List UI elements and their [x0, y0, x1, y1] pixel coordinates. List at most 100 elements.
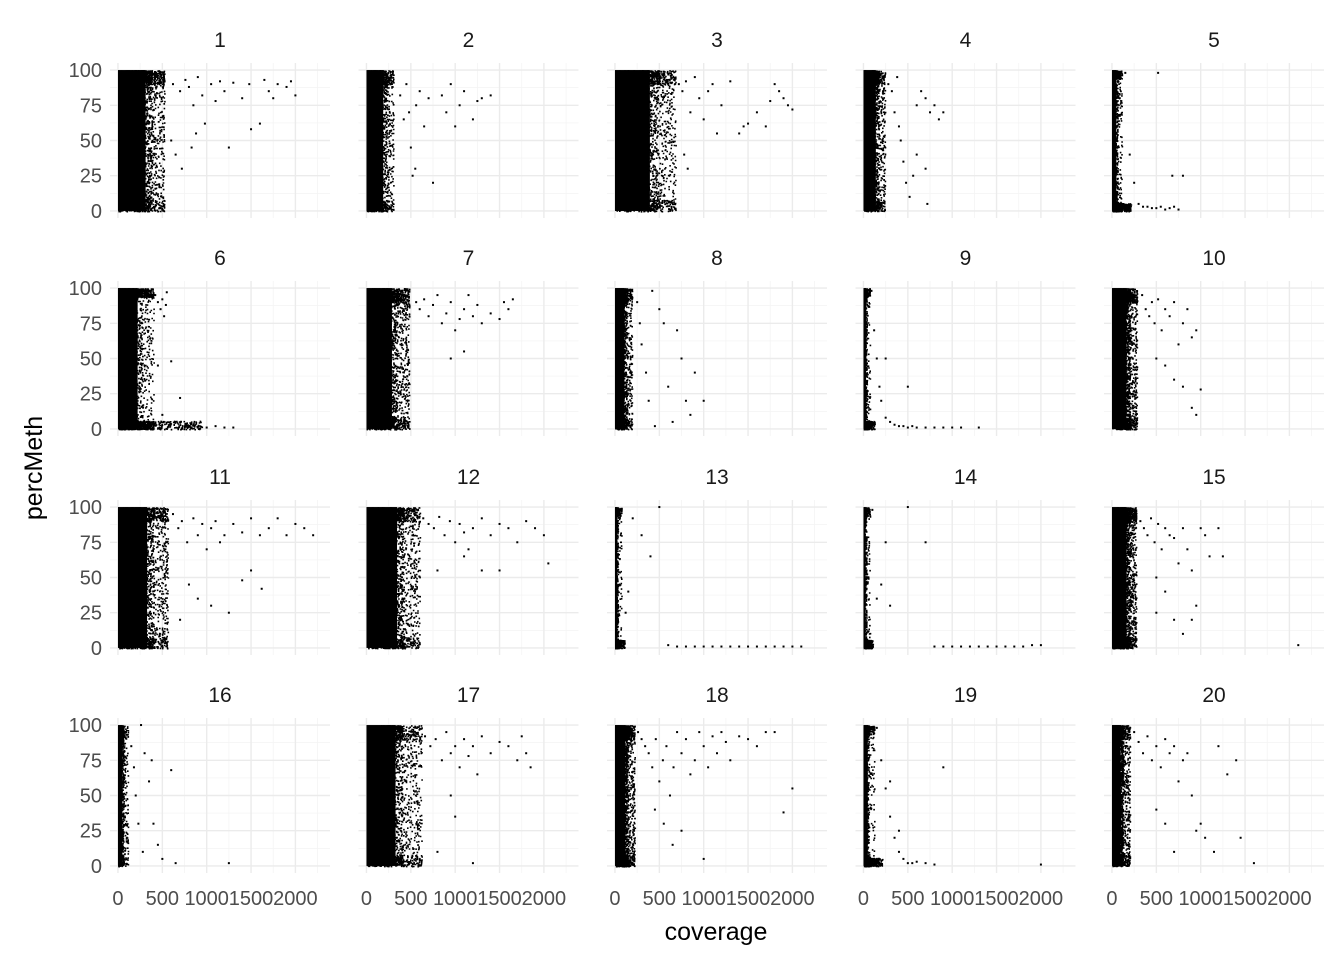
data-point	[890, 90, 893, 93]
data-point	[223, 90, 226, 93]
data-point	[294, 522, 297, 525]
data-point	[942, 766, 945, 769]
data-point	[177, 527, 180, 530]
data-point	[1195, 329, 1198, 332]
data-point	[1235, 759, 1238, 762]
data-point	[1177, 208, 1180, 211]
data-point	[179, 618, 182, 621]
y-tick-label: 0	[91, 856, 102, 878]
data-point	[631, 517, 634, 520]
data-point	[915, 860, 918, 863]
data-point	[471, 118, 474, 121]
data-point-cloud	[118, 70, 166, 213]
data-point	[724, 740, 727, 743]
data-point	[747, 645, 750, 648]
data-point	[942, 111, 945, 114]
data-point	[1186, 308, 1189, 311]
data-point	[689, 413, 692, 416]
data-point	[662, 822, 665, 825]
data-point	[636, 301, 639, 304]
data-point	[534, 527, 537, 530]
data-point	[738, 132, 741, 135]
facet-panel-10: 10	[1104, 247, 1324, 436]
data-point	[897, 829, 900, 832]
data-point	[241, 531, 244, 534]
data-point	[680, 829, 683, 832]
data-point	[192, 517, 195, 520]
data-point	[1221, 555, 1224, 558]
data-point	[671, 420, 674, 423]
data-point	[159, 308, 162, 311]
data-point	[480, 517, 483, 520]
data-point	[1150, 759, 1153, 762]
data-point	[1153, 541, 1156, 544]
facet-panel-1: 1 0 25 50 75 100	[69, 29, 330, 223]
x-tick-label: 1000	[184, 888, 229, 910]
data-point	[427, 97, 430, 100]
data-point	[933, 645, 936, 648]
y-tick-label: 50	[80, 568, 102, 590]
data-point	[201, 94, 204, 97]
x-tick-label: 1000	[433, 888, 478, 910]
data-point-cloud	[615, 507, 626, 650]
data-point	[1159, 766, 1162, 769]
data-point	[880, 759, 883, 762]
data-point	[1226, 773, 1229, 776]
data-point	[418, 90, 421, 93]
data-point	[195, 132, 198, 135]
data-point	[937, 118, 940, 121]
facet-strip-label: 15	[1202, 466, 1225, 489]
data-point	[915, 104, 918, 107]
data-point	[1168, 315, 1171, 318]
data-point	[436, 294, 439, 297]
data-point	[912, 174, 915, 177]
data-point	[702, 118, 705, 121]
data-point-cloud	[863, 507, 875, 650]
data-point	[180, 520, 183, 523]
data-point	[458, 766, 461, 769]
data-point	[1195, 829, 1198, 832]
facet-strip-label: 11	[209, 466, 231, 489]
data-point	[1213, 850, 1215, 853]
data-point	[875, 597, 878, 600]
data-point	[684, 80, 687, 83]
data-point	[880, 399, 883, 402]
data-point	[232, 426, 235, 429]
data-point	[899, 139, 902, 142]
facet-strip-label: 3	[711, 29, 723, 52]
facet-panel-11: 11 0 25 50 75 100	[69, 466, 330, 660]
data-point	[884, 357, 887, 360]
data-point	[214, 100, 217, 103]
data-point	[267, 90, 270, 93]
facet-strip-label: 8	[711, 247, 723, 270]
data-point	[933, 426, 936, 429]
data-point	[672, 766, 675, 769]
x-tick-label: 1000	[681, 888, 726, 910]
data-point	[187, 583, 190, 586]
data-point	[205, 548, 208, 551]
data-point	[960, 645, 963, 648]
data-point	[873, 329, 876, 332]
data-point	[627, 590, 630, 593]
x-tick-label: 0	[1106, 888, 1117, 910]
data-point	[156, 364, 159, 367]
data-point	[405, 83, 408, 86]
data-point	[399, 94, 402, 97]
data-point	[418, 308, 421, 311]
data-point	[1150, 517, 1153, 520]
data-point	[702, 745, 705, 748]
data-point	[179, 396, 182, 399]
data-point	[1155, 745, 1158, 748]
data-point	[769, 100, 772, 103]
data-point	[658, 780, 661, 783]
facet-strip-label: 4	[960, 29, 972, 52]
data-point	[1171, 174, 1174, 177]
data-point	[1181, 322, 1184, 325]
data-point	[529, 766, 532, 769]
data-point	[1181, 174, 1184, 177]
data-point	[755, 745, 758, 748]
data-point-cloud	[366, 288, 411, 431]
data-point	[1031, 644, 1034, 647]
data-point	[905, 181, 908, 184]
data-point	[791, 787, 794, 790]
